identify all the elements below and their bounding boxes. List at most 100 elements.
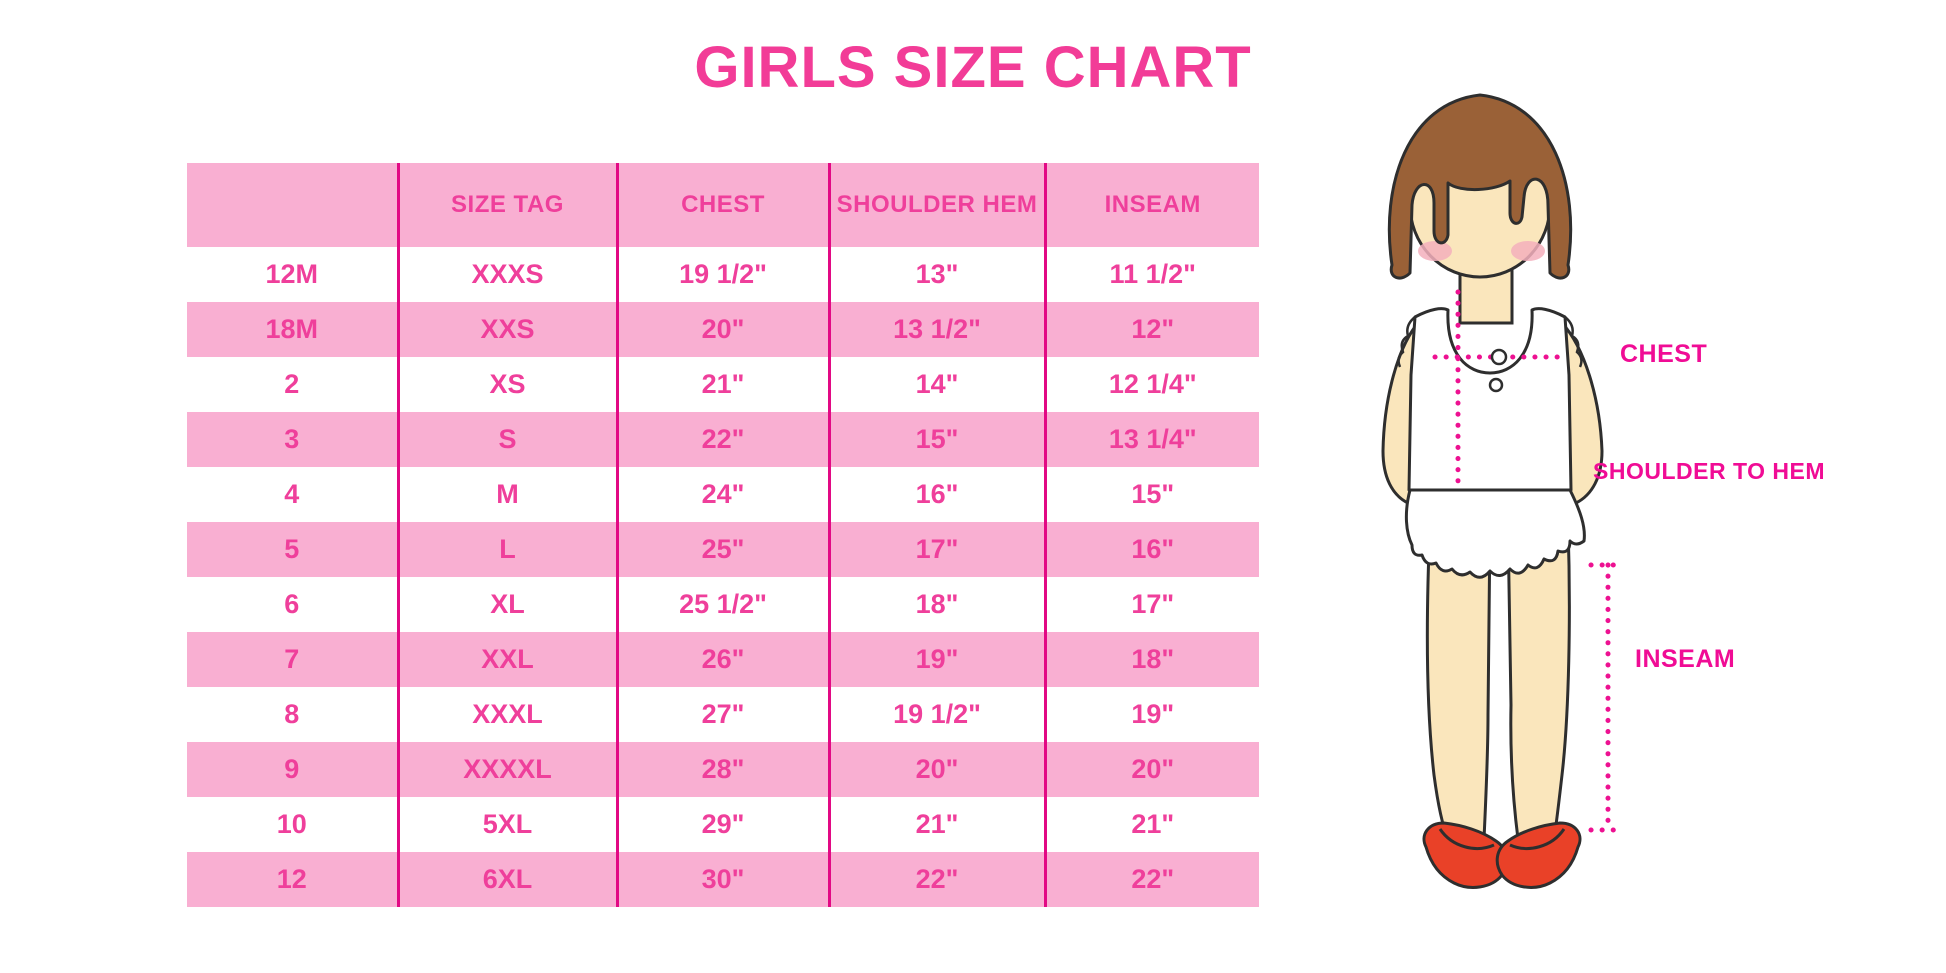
value-cell: 19" (1043, 687, 1259, 742)
size-cell: 3 (187, 412, 398, 467)
value-cell: 5XL (396, 797, 617, 852)
table-row: 12 6XL 30" 22" 22" (187, 852, 1259, 907)
size-cell: 5 (187, 522, 398, 577)
header-cell: CHEST (615, 163, 829, 247)
value-cell: 16" (1043, 522, 1259, 577)
value-cell: 21" (827, 797, 1045, 852)
value-cell: 15" (1043, 467, 1259, 522)
size-cell: 2 (187, 357, 398, 412)
value-cell: XXL (396, 632, 617, 687)
value-cell: 16" (827, 467, 1045, 522)
table-row: 10 5XL 29" 21" 21" (187, 797, 1259, 852)
girl-top (1407, 307, 1573, 492)
size-cell: 8 (187, 687, 398, 742)
value-cell: 28" (615, 742, 829, 797)
size-cell: 18M (187, 302, 398, 357)
header-cell (187, 163, 398, 247)
table-row: 2 XS 21" 14" 12 1/4" (187, 357, 1259, 412)
value-cell: 19 1/2" (615, 247, 829, 302)
table-row: 6 XL 25 1/2" 18" 17" (187, 577, 1259, 632)
value-cell: 18" (1043, 632, 1259, 687)
value-cell: M (396, 467, 617, 522)
table-row: 4 M 24" 16" 15" (187, 467, 1259, 522)
shoulder-to-hem-measure-label: SHOULDER TO HEM (1593, 458, 1825, 484)
girl-top-button-2 (1488, 377, 1504, 393)
table-row: 9 XXXXL 28" 20" 20" (187, 742, 1259, 797)
girl-left-blush (1418, 241, 1452, 261)
value-cell: 12 1/4" (1043, 357, 1259, 412)
value-cell: 20" (615, 302, 829, 357)
chest-measure-label: CHEST (1620, 340, 1708, 368)
girl-right-shoe (1495, 821, 1582, 889)
table-row: 5 L 25" 17" 16" (187, 522, 1259, 577)
size-cell: 10 (187, 797, 398, 852)
girl-top-button-1 (1490, 348, 1508, 366)
girl-right-leg (1506, 523, 1571, 841)
header-cell: SHOULDER HEM (827, 163, 1045, 247)
girl-skirt (1404, 488, 1586, 579)
value-cell: 25" (615, 522, 829, 577)
size-cell: 4 (187, 467, 398, 522)
table-row: 8 XXXL 27" 19 1/2" 19" (187, 687, 1259, 742)
header-cell: SIZE TAG (396, 163, 617, 247)
value-cell: 21" (615, 357, 829, 412)
value-cell: 19 1/2" (827, 687, 1045, 742)
value-cell: XL (396, 577, 617, 632)
page-title: GIRLS SIZE CHART (694, 35, 1252, 100)
girl-hair (1387, 93, 1573, 280)
value-cell: 15" (827, 412, 1045, 467)
value-cell: 13 1/4" (1043, 412, 1259, 467)
value-cell: XXXS (396, 247, 617, 302)
value-cell: XXXL (396, 687, 617, 742)
size-cell: 12M (187, 247, 398, 302)
value-cell: 21" (1043, 797, 1259, 852)
table-row: 3 S 22" 15" 13 1/4" (187, 412, 1259, 467)
table-row: 7 XXL 26" 19" 18" (187, 632, 1259, 687)
value-cell: 25 1/2" (615, 577, 829, 632)
value-cell: 29" (615, 797, 829, 852)
value-cell: 17" (827, 522, 1045, 577)
value-cell: L (396, 522, 617, 577)
girl-left-shoe (1422, 821, 1509, 889)
girl-right-ruffle (1564, 316, 1583, 368)
table-header: SIZE TAG CHEST SHOULDER HEM INSEAM (187, 163, 1259, 247)
girl-left-ruffle (1397, 316, 1416, 368)
value-cell: 26" (615, 632, 829, 687)
girl-left-shoe-strap (1438, 828, 1495, 850)
value-cell: XXS (396, 302, 617, 357)
table-row: 18M XXS 20" 13 1/2" 12" (187, 302, 1259, 357)
value-cell: 6XL (396, 852, 617, 907)
header-cell: INSEAM (1043, 163, 1259, 247)
inseam-measure-label: INSEAM (1635, 645, 1736, 673)
girl-right-shoe-strap (1509, 828, 1566, 850)
value-cell: XXXXL (396, 742, 617, 797)
girl-right-blush (1511, 241, 1545, 261)
value-cell: 11 1/2" (1043, 247, 1259, 302)
value-cell: 13" (827, 247, 1045, 302)
size-cell: 12 (187, 852, 398, 907)
girl-left-leg (1425, 523, 1492, 841)
value-cell: 30" (615, 852, 829, 907)
value-cell: 24" (615, 467, 829, 522)
header-row: SIZE TAG CHEST SHOULDER HEM INSEAM (187, 163, 1259, 247)
size-cell: 7 (187, 632, 398, 687)
table-row: 12M XXXS 19 1/2" 13" 11 1/2" (187, 247, 1259, 302)
value-cell: 22" (827, 852, 1045, 907)
value-cell: 17" (1043, 577, 1259, 632)
size-cell: 9 (187, 742, 398, 797)
value-cell: 27" (615, 687, 829, 742)
value-cell: 22" (1043, 852, 1259, 907)
size-table-body: 12M XXXS 19 1/2" 13" 11 1/2" 18M XXS 20" 13 1/2"… (187, 247, 1259, 907)
value-cell: XS (396, 357, 617, 412)
size-cell: 6 (187, 577, 398, 632)
value-cell: 20" (1043, 742, 1259, 797)
value-cell: 13 1/2" (827, 302, 1045, 357)
value-cell: 20" (827, 742, 1045, 797)
value-cell: 12" (1043, 302, 1259, 357)
value-cell: S (396, 412, 617, 467)
value-cell: 19" (827, 632, 1045, 687)
girl-illustration (1381, 93, 1625, 889)
value-cell: 14" (827, 357, 1045, 412)
value-cell: 18" (827, 577, 1045, 632)
size-chart-table-container: SIZE TAG CHEST SHOULDER HEM INSEAM 12M XXXS 1… (187, 163, 1259, 907)
